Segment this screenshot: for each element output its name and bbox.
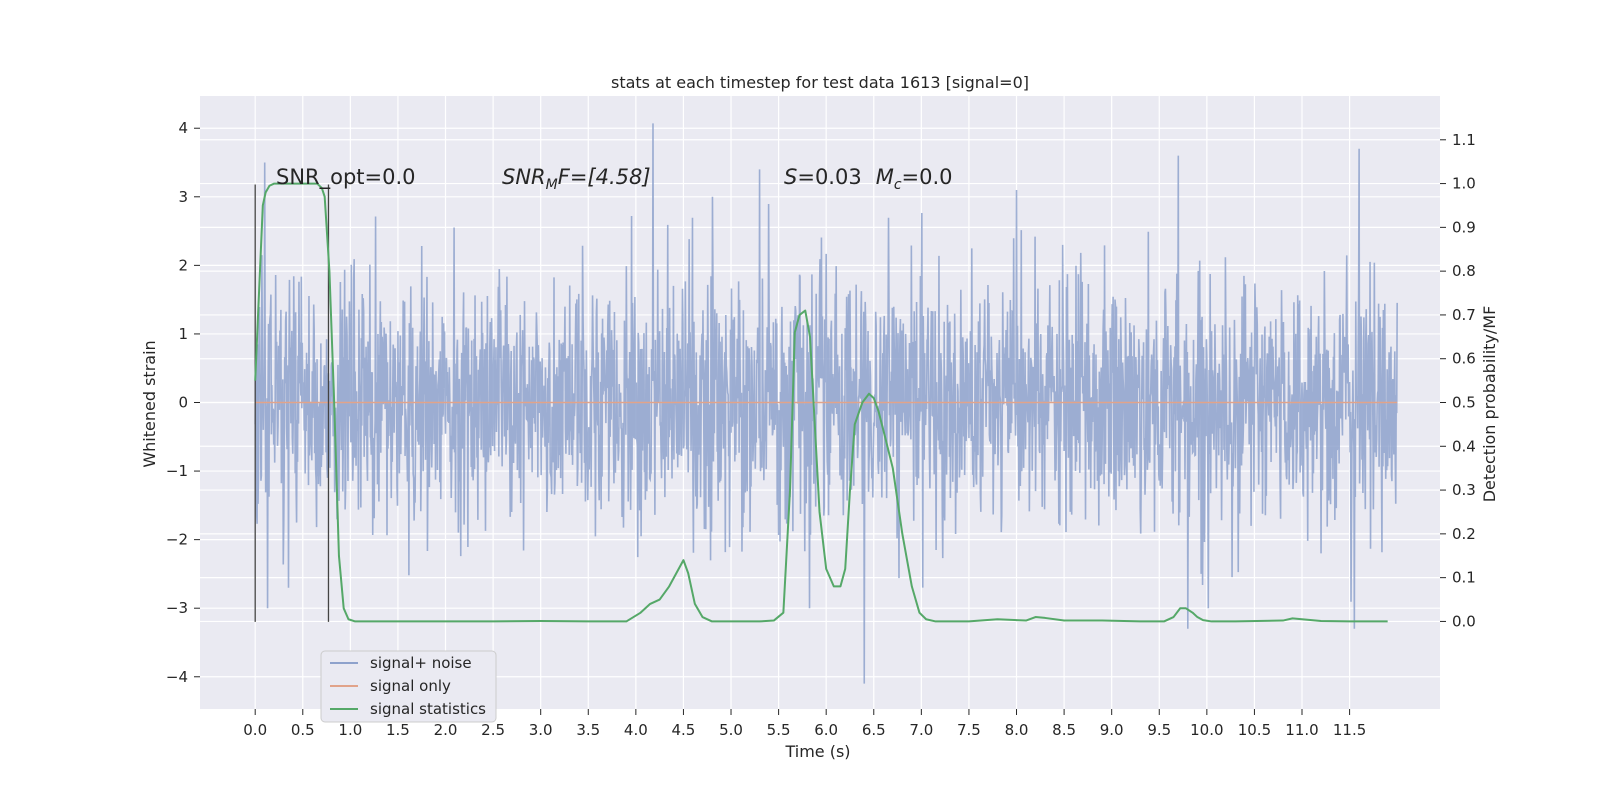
legend-label-statistics: signal statistics (370, 700, 486, 718)
y-left-tick-labels: −4 −3 −2 −1 0 1 2 3 4 (166, 119, 188, 686)
x-tick-label: 1.5 (386, 721, 410, 739)
y-right-tick-label: 0.3 (1452, 481, 1476, 499)
annotation-s-label: S (784, 165, 797, 189)
annotation-mc-value: =0.0 (902, 165, 953, 189)
x-tick-label: 9.5 (1147, 721, 1171, 739)
x-tick-label: 9.0 (1100, 721, 1124, 739)
x-tick-label: 8.5 (1052, 721, 1076, 739)
legend-box (320, 650, 497, 723)
series-signal-noise (254, 123, 1398, 684)
x-tick-label: 5.5 (767, 721, 791, 739)
x-tick-label: 2.0 (434, 721, 458, 739)
x-tick-label: 0.0 (243, 721, 267, 739)
y-left-tick-label: 1 (178, 325, 188, 343)
y-right-tick-labels: 0.0 0.1 0.2 0.3 0.4 0.5 0.6 0.7 0.8 0.9 1.0 1.1 (1452, 131, 1476, 631)
x-tick-label: 10.5 (1238, 721, 1271, 739)
series-signal-statistics (254, 182, 1388, 623)
x-tick-label: 2.5 (481, 721, 505, 739)
x-tick-label: 1.0 (338, 721, 362, 739)
y-left-axis-label: Whitened strain (140, 340, 159, 467)
y-left-tick-label: 4 (178, 119, 188, 137)
annotation-snr-mf-rest: F=[4.58] (558, 165, 651, 189)
annotation-s: S=0.03 Mc=0.0 (784, 165, 953, 193)
x-tick-label: 4.5 (672, 721, 696, 739)
annotation-s-value: =0.03 (797, 165, 861, 189)
x-tick-label: 3.5 (576, 721, 600, 739)
x-tick-label: 3.0 (529, 721, 553, 739)
y-right-tick-label: 0.2 (1452, 525, 1476, 543)
y-right-tick-label: 0.4 (1452, 437, 1476, 455)
annotation-snr-mf-sub: M (546, 177, 558, 193)
x-tick-label: 0.5 (291, 721, 315, 739)
annotation-mc-label: M (876, 165, 894, 189)
y-left-tick-label: −4 (166, 668, 188, 686)
x-tick-label: 10.0 (1190, 721, 1223, 739)
signal-noise-line (254, 123, 1398, 684)
x-tick-label: 11.0 (1285, 721, 1318, 739)
x-tick-label: 4.0 (624, 721, 648, 739)
legend: signal+ noise signal only signal statist… (320, 650, 497, 723)
y-right-tick-label: 0.7 (1452, 306, 1476, 324)
x-tick-label: 7.5 (957, 721, 981, 739)
x-tick-label: 5.0 (719, 721, 743, 739)
x-tick-label: 7.0 (909, 721, 933, 739)
y-left-tick-label: 2 (178, 256, 188, 274)
y-left-tick-label: 3 (178, 188, 188, 206)
x-tick-label: 8.0 (1005, 721, 1029, 739)
legend-label-noise: signal+ noise (370, 654, 472, 672)
legend-label-signal-only: signal only (370, 677, 451, 695)
y-right-tick-label: 1.0 (1452, 175, 1476, 193)
y-left-tick-label: −1 (166, 462, 188, 480)
x-tick-label: 6.5 (862, 721, 886, 739)
annotation-snr-mf: SNRMF=[4.58] (502, 165, 651, 193)
chart-title: stats at each timestep for test data 161… (611, 73, 1029, 92)
x-tick-label: 6.0 (814, 721, 838, 739)
y-left-tick-label: −3 (166, 599, 188, 617)
signal-statistics-line (254, 182, 1388, 623)
tick-marks (194, 127, 1446, 715)
x-tick-label: 11.5 (1333, 721, 1366, 739)
annotation-snr-opt: SNR_opt=0.0 (276, 165, 416, 190)
y-right-tick-label: 0.0 (1452, 612, 1476, 630)
y-right-tick-label: 0.8 (1452, 262, 1476, 280)
y-right-tick-label: 0.9 (1452, 218, 1476, 236)
x-tick-labels: 0.0 0.5 1.0 1.5 2.0 2.5 3.0 3.5 4.0 4.5 5.0 5.5 6.0 6… (243, 721, 1366, 739)
y-left-tick-label: −2 (166, 531, 188, 549)
y-right-tick-label: 0.6 (1452, 350, 1476, 368)
y-right-tick-label: 1.1 (1452, 131, 1476, 149)
y-left-tick-label: 0 (178, 394, 188, 412)
annotation-mc-sub: c (894, 177, 902, 193)
y-right-tick-label: 0.1 (1452, 569, 1476, 587)
annotation-snr-mf-prefix: SNR (502, 165, 546, 189)
x-axis-label: Time (s) (784, 742, 850, 761)
y-right-tick-label: 0.5 (1452, 394, 1476, 412)
y-right-axis-label: Detection probability/MF (1480, 306, 1499, 503)
